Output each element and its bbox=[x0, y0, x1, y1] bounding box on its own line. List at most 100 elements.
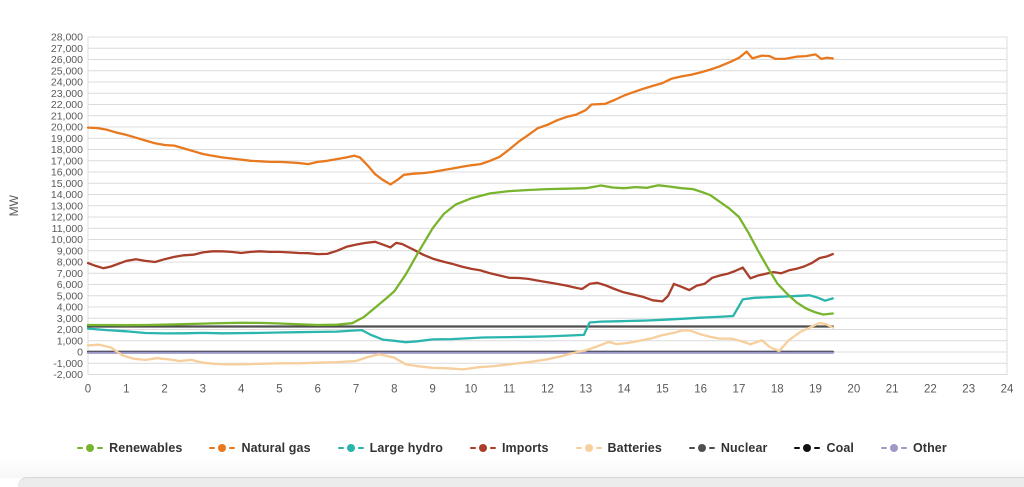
legend-marker-dot bbox=[218, 444, 227, 452]
legend-marker-line bbox=[814, 447, 821, 449]
svg-text:4: 4 bbox=[238, 384, 245, 396]
x-axis-tick-labels: 0 1 2 3 4 5 6 7 8 9 10 11 12 13 14 15 16 17 18 19 20 21 22 23 24 bbox=[85, 384, 1014, 396]
legend-marker-dot bbox=[584, 444, 593, 452]
legend-marker-line bbox=[708, 447, 715, 449]
svg-text:13,000: 13,000 bbox=[51, 200, 83, 212]
svg-text:19: 19 bbox=[809, 384, 822, 396]
svg-text:0: 0 bbox=[77, 347, 83, 359]
svg-text:16: 16 bbox=[694, 384, 707, 396]
svg-text:5: 5 bbox=[276, 384, 282, 396]
svg-text:20: 20 bbox=[847, 384, 860, 396]
legend-marker-dot bbox=[889, 444, 898, 452]
legend-marker-line bbox=[880, 447, 887, 449]
svg-text:24,000: 24,000 bbox=[51, 77, 83, 89]
series-line-imports bbox=[86, 240, 834, 303]
svg-text:3: 3 bbox=[200, 384, 206, 396]
legend-marker-line bbox=[794, 447, 801, 449]
page-bottom-strip bbox=[18, 477, 1024, 487]
svg-text:18,000: 18,000 bbox=[51, 144, 83, 156]
gridlines bbox=[88, 36, 1007, 375]
svg-text:9: 9 bbox=[429, 384, 435, 396]
series-lines bbox=[86, 50, 834, 371]
legend-marker-line bbox=[337, 447, 344, 449]
svg-text:7: 7 bbox=[353, 384, 359, 396]
legend-marker-line bbox=[489, 447, 496, 449]
plot-border bbox=[87, 36, 1008, 375]
svg-text:6,000: 6,000 bbox=[57, 279, 83, 291]
legend-label-renewables: Renewables bbox=[109, 441, 183, 455]
legend-marker-dot bbox=[478, 444, 487, 452]
svg-text:27,000: 27,000 bbox=[51, 43, 83, 55]
svg-text:15: 15 bbox=[656, 384, 669, 396]
svg-text:14,000: 14,000 bbox=[51, 189, 83, 201]
svg-text:18: 18 bbox=[771, 384, 784, 396]
svg-text:8: 8 bbox=[391, 384, 397, 396]
legend-marker-line bbox=[209, 447, 216, 449]
legend-item-natural-gas[interactable]: Natural gas bbox=[209, 441, 311, 455]
svg-text:25,000: 25,000 bbox=[51, 65, 83, 77]
svg-text:11,000: 11,000 bbox=[52, 223, 83, 235]
series-line-renewables bbox=[86, 184, 834, 327]
legend-marker-line bbox=[97, 447, 104, 449]
legend-marker-line bbox=[575, 447, 582, 449]
svg-text:6: 6 bbox=[315, 384, 321, 396]
legend-item-renewables[interactable]: Renewables bbox=[77, 441, 182, 455]
legend-label-coal: Coal bbox=[826, 441, 854, 455]
svg-text:12: 12 bbox=[541, 384, 554, 396]
svg-text:8,000: 8,000 bbox=[57, 257, 83, 269]
svg-text:12,000: 12,000 bbox=[51, 212, 83, 224]
y-axis-title: MW bbox=[7, 194, 21, 216]
legend-item-other[interactable]: Other bbox=[880, 441, 947, 455]
legend-marker-line bbox=[595, 447, 602, 449]
series-line-natural-gas bbox=[86, 50, 834, 186]
svg-text:23,000: 23,000 bbox=[51, 88, 83, 100]
svg-text:7,000: 7,000 bbox=[57, 268, 83, 280]
legend-label-imports: Imports bbox=[501, 441, 549, 455]
svg-text:22: 22 bbox=[924, 384, 937, 396]
svg-text:-1,000: -1,000 bbox=[53, 358, 83, 370]
legend-marker-dot bbox=[346, 444, 355, 452]
svg-text:11: 11 bbox=[503, 384, 515, 396]
svg-text:26,000: 26,000 bbox=[51, 54, 83, 66]
svg-text:13: 13 bbox=[579, 384, 592, 396]
svg-text:3,000: 3,000 bbox=[57, 313, 83, 325]
supply-trend-chart: 2 8,000 27,000 26,000 25,000 24,000 23,000 22,0… bbox=[7, 32, 1014, 396]
legend-item-large-hydro[interactable]: Large hydro bbox=[337, 441, 443, 455]
legend-marker-line bbox=[900, 447, 907, 449]
legend-item-nuclear[interactable]: Nuclear bbox=[688, 441, 768, 455]
legend-label-nuclear: Nuclear bbox=[720, 441, 768, 455]
svg-text:17,000: 17,000 bbox=[51, 155, 83, 167]
svg-text:19,000: 19,000 bbox=[51, 133, 83, 145]
svg-text:10: 10 bbox=[465, 384, 478, 396]
svg-text:0: 0 bbox=[85, 384, 91, 396]
y-axis-tick-labels: 28,00027,00026,00025,00024,00023,00022,0… bbox=[51, 32, 83, 382]
legend-label-other: Other bbox=[912, 441, 947, 455]
svg-text:23: 23 bbox=[962, 384, 975, 396]
svg-text:22,000: 22,000 bbox=[51, 99, 83, 111]
svg-text:20,000: 20,000 bbox=[51, 122, 83, 134]
svg-text:24: 24 bbox=[1001, 384, 1014, 396]
svg-text:1,000: 1,000 bbox=[57, 335, 83, 347]
svg-text:21,000: 21,000 bbox=[51, 110, 83, 122]
legend-item-coal[interactable]: Coal bbox=[794, 441, 854, 455]
legend-item-batteries[interactable]: Batteries bbox=[575, 441, 662, 455]
svg-text:2,000: 2,000 bbox=[57, 324, 83, 336]
legend-marker-line bbox=[77, 447, 84, 449]
svg-text:4,000: 4,000 bbox=[57, 302, 83, 314]
svg-text:9,000: 9,000 bbox=[57, 245, 83, 257]
svg-text:15,000: 15,000 bbox=[51, 178, 83, 190]
legend-item-imports[interactable]: Imports bbox=[469, 441, 549, 455]
svg-text:1: 1 bbox=[123, 384, 129, 396]
legend-label-natural-gas: Natural gas bbox=[241, 441, 311, 455]
series-line-batteries bbox=[86, 321, 834, 371]
legend-marker-line bbox=[469, 447, 476, 449]
legend-marker-dot bbox=[697, 444, 706, 452]
legend-marker-dot bbox=[803, 444, 812, 452]
svg-text:2: 2 bbox=[161, 384, 167, 396]
legend-label-batteries: Batteries bbox=[607, 441, 662, 455]
svg-text:-2,000: -2,000 bbox=[53, 369, 83, 381]
svg-text:14: 14 bbox=[618, 384, 631, 396]
svg-text:17: 17 bbox=[733, 384, 746, 396]
svg-text:5,000: 5,000 bbox=[57, 290, 83, 302]
page-fade bbox=[0, 458, 1024, 478]
